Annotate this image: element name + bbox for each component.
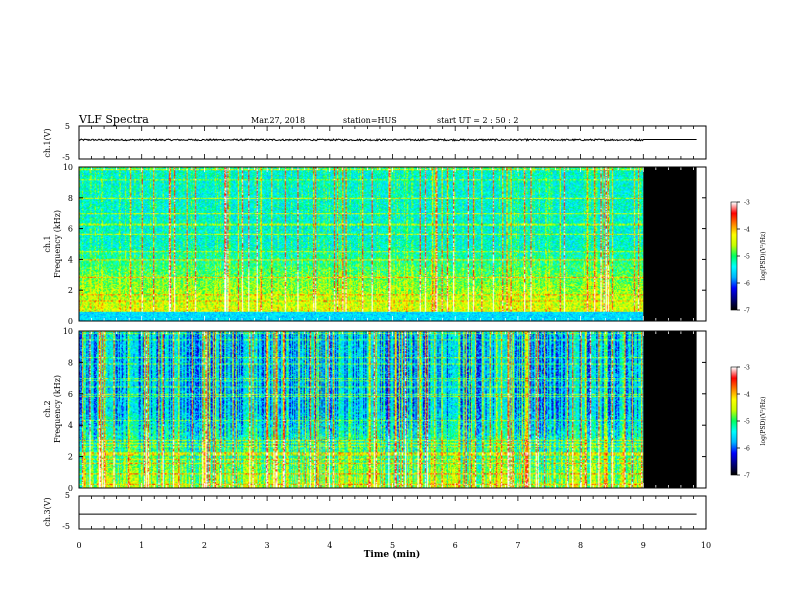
ch2-colorbar-label: log(PSD)(V²/Hz) [760, 397, 767, 446]
time-tick-label: 4 [327, 541, 332, 550]
ch3-ytick-bottom: -5 [62, 522, 70, 531]
colorbar-tick-label: -6 [744, 281, 750, 288]
ch1-freq-ylabel-line2: Frequency (kHz) [53, 210, 62, 278]
ch2-freq-ticks: 0 2 4 6 8 10 [63, 327, 706, 493]
colorbar-tick-label: -5 [744, 254, 750, 261]
ch1-voltage-ylabel: ch.1(V) [43, 128, 52, 157]
start-time-label: start UT = 2 : 50 : 2 [437, 116, 518, 125]
ch3-voltage-panel: 5 -5 ch.3(V) [43, 491, 707, 531]
station-label: station=HUS [343, 116, 397, 125]
time-tick-label: 9 [641, 541, 646, 550]
colorbar-tick-label: -3 [744, 365, 750, 372]
ch2-colorbar [731, 367, 737, 475]
ch1-spectrogram-image [79, 167, 644, 321]
ch2-freq-ylabel-line2: Frequency (kHz) [53, 375, 62, 443]
freq-tick-label: 8 [68, 358, 73, 367]
ch2-spectrogram-image [79, 331, 644, 488]
ch1-ytick-bottom: -5 [62, 153, 70, 162]
freq-tick-label: 2 [68, 453, 73, 462]
colorbar-tick-label: -6 [744, 446, 750, 453]
time-tick-label: 2 [202, 541, 207, 550]
ch2-freq-ylabel-line1: ch.2 [43, 400, 52, 417]
time-tick-label: 3 [265, 541, 270, 550]
ch1-colorbar-label: log(PSD)(V²/Hz) [760, 232, 767, 281]
freq-tick-label: 10 [63, 163, 73, 172]
ch1-voltage-panel: 5 -5 ch.1(V) [43, 122, 707, 162]
ch1-ytick-top: 5 [65, 122, 70, 131]
ch2-blank-region [643, 331, 697, 488]
colorbar-tick-label: -4 [744, 227, 750, 234]
time-axis-label: Time (min) [364, 549, 421, 560]
freq-tick-label: 0 [68, 317, 73, 326]
colorbar-frame [730, 366, 738, 476]
time-tick-label: 6 [453, 541, 458, 550]
ch1-freq-ylabel-line1: ch.1 [43, 235, 52, 252]
figure-title: VLF Spectra [78, 113, 149, 126]
ch1-voltage-trace [78, 137, 697, 142]
ch2-spectrogram-frame [78, 330, 707, 489]
time-tick-label: 0 [76, 541, 81, 550]
colorbar-tick-label: -7 [744, 308, 750, 315]
freq-tick-label: 10 [63, 327, 73, 336]
freq-tick-label: 2 [68, 286, 73, 295]
colorbar-frame [730, 201, 738, 311]
colorbar-tick-label: -3 [744, 200, 750, 207]
freq-tick-label: 6 [68, 225, 73, 234]
ch3-voltage-ticks [78, 496, 707, 529]
colorbar-tick-label: -7 [744, 473, 750, 480]
freq-tick-label: 4 [68, 421, 73, 430]
ch2-colorbar-ticks: -3 -4 -5 -6 -7 [730, 365, 750, 480]
colorbar-tick-label: -4 [744, 392, 750, 399]
ch3-ytick-top: 5 [65, 491, 70, 500]
ch1-colorbar-ticks: -3 -4 -5 -6 -7 [730, 200, 750, 315]
ch1-voltage-ticks [78, 126, 707, 159]
date-label: Mar.27, 2018 [251, 116, 305, 125]
freq-tick-label: 8 [68, 194, 73, 203]
ch1-colorbar [731, 202, 737, 310]
time-tick-label: 10 [701, 541, 711, 550]
ch1-voltage-frame [78, 125, 707, 160]
ch1-spectrogram-frame [78, 166, 707, 322]
time-tick-label: 5 [390, 541, 395, 550]
freq-tick-label: 6 [68, 390, 73, 399]
freq-tick-label: 4 [68, 255, 73, 264]
time-tick-label: 7 [515, 541, 520, 550]
ch3-voltage-frame [78, 495, 707, 530]
time-tick-label: 8 [578, 541, 583, 550]
ch1-blank-region [643, 167, 697, 321]
ch3-voltage-ylabel: ch.3(V) [43, 497, 52, 526]
time-tick-label: 1 [139, 541, 144, 550]
freq-tick-label: 0 [68, 484, 73, 493]
colorbar-tick-label: -5 [744, 419, 750, 426]
